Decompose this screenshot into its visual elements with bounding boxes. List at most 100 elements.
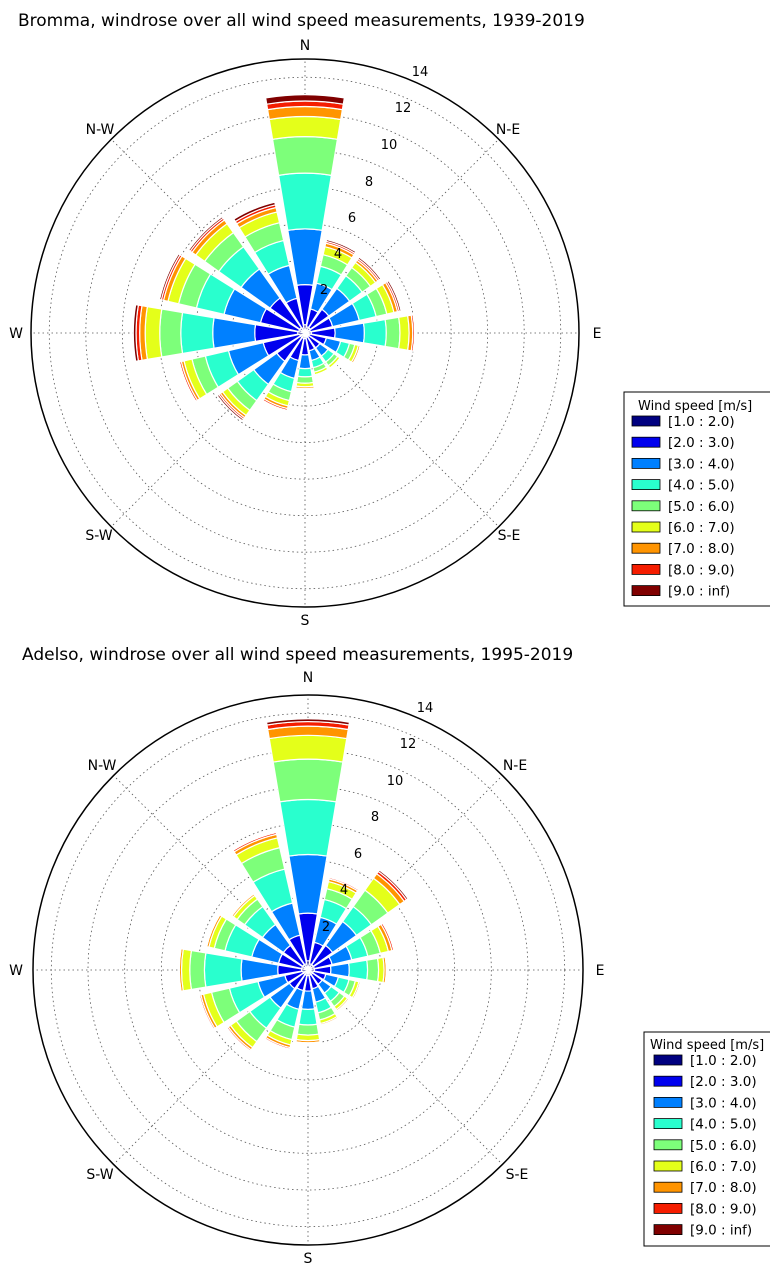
radial-tick-label: 2 (322, 920, 330, 935)
windrose-bar-segment (132, 303, 140, 363)
windrose-bar-segment (279, 798, 337, 857)
windrose-bar-segment (261, 399, 288, 413)
legend-entries: [1.0 : 2.0) [2.0 : 3.0) [3.0 : 4.0) [4.0 : … (631, 414, 735, 600)
legend-swatch (653, 1203, 683, 1214)
legend-label: [2.0 : 3.0) (668, 435, 735, 451)
direction-label-w: W (9, 326, 23, 342)
direction-label-s: S (304, 1251, 313, 1267)
windrose-bar-segment (325, 238, 357, 255)
radial-tick-label: 6 (348, 211, 356, 226)
windrose-bar-segment (334, 322, 365, 344)
windrose-bar-segment (198, 994, 215, 1031)
windrose-bar-segment (294, 388, 316, 391)
windrose-bar-segment (330, 358, 343, 371)
radial-tick-label: 14 (417, 701, 434, 716)
windrose-bar-segment (357, 256, 382, 281)
direction-label-w: W (9, 963, 23, 979)
windrose-bar-segment (377, 869, 409, 901)
polar-frame (30, 58, 580, 608)
windrose-bar-segment (336, 998, 351, 1013)
windrose-bar-segment (296, 375, 314, 384)
direction-label-e: E (593, 326, 602, 342)
windrose-bar-segment (412, 314, 417, 352)
legend-swatch (653, 1054, 683, 1066)
windrose-bar-segment (203, 952, 243, 988)
windrose-bar-segment (386, 279, 402, 312)
direction-label-nw: N-W (88, 758, 117, 774)
windrose-bar-segment (177, 947, 181, 993)
radial-tick-label: 2 (320, 283, 328, 298)
legend-label: [3.0 : 4.0) (668, 456, 735, 472)
windrose-bar-segment (187, 215, 224, 252)
radial-tick-label: 8 (371, 810, 379, 825)
radial-tick-label: 8 (365, 175, 373, 190)
legend-swatch (653, 1160, 683, 1172)
legend-swatch (653, 1075, 683, 1087)
legend-label: [5.0 : 6.0) (668, 499, 735, 515)
radial-tick-label: 4 (340, 883, 348, 898)
direction-label-ne: N-E (496, 122, 520, 138)
legend-swatch (631, 479, 661, 491)
polar-frame (32, 694, 584, 1246)
windrose-bar-segment (314, 370, 330, 378)
windrose-bar-segment (158, 253, 181, 301)
chart-title: Adelso, windrose over all wind speed mea… (22, 645, 573, 665)
grid-circle (85, 113, 525, 553)
windrose-bar-segment (268, 115, 342, 141)
windrose-bars (132, 94, 417, 422)
windrose-bar-segment (352, 345, 363, 365)
windrose-bar-segment (297, 367, 313, 378)
legend-label: [7.0 : 8.0) (668, 541, 735, 557)
windrose-bar-segment (384, 316, 401, 350)
legend-label: [3.0 : 4.0) (690, 1095, 757, 1111)
radial-tick-label: 6 (354, 847, 362, 862)
direction-label-se: S-E (498, 528, 521, 544)
legend-swatch (631, 585, 661, 596)
windrose-bar-segment (366, 957, 380, 983)
radial-tick-label: 10 (381, 138, 398, 153)
windrose-bar-segment (204, 913, 220, 948)
legend-swatch (631, 521, 661, 533)
windrose-bar-segment (189, 949, 207, 991)
legend-label: [7.0 : 8.0) (690, 1180, 757, 1196)
windrose-bar-segment (231, 831, 277, 852)
legend-swatch (631, 436, 661, 448)
windrose-bar-segment (329, 962, 350, 978)
windrose-bar-segment (385, 956, 389, 984)
legend-label: [4.0 : 5.0) (690, 1117, 757, 1133)
windrose-bar-segment (397, 315, 410, 351)
windrose-bar-segment (263, 1038, 291, 1051)
legend: Wind speed [m/s] [1.0 : 2.0)[2.0 : 3.0)[… (623, 391, 770, 607)
windrose-bar-segment (264, 94, 346, 105)
legend-label: [6.0 : 7.0) (690, 1159, 757, 1175)
legend-swatch (631, 542, 661, 554)
direction-label-sw: S-W (85, 528, 112, 544)
legend-swatch (631, 564, 661, 575)
legend-swatch (653, 1139, 683, 1151)
grid-circle (160, 822, 456, 1118)
direction-label-n: N (300, 38, 310, 54)
windrose-bar-segment (229, 891, 255, 917)
windrose-bar-segment (159, 308, 184, 358)
windrose-bar-segment (381, 921, 396, 951)
windrose-bar-segment (268, 734, 348, 763)
chart-bromma: Bromma, windrose over all wind speed mea… (9, 11, 770, 629)
chart-adelso: Adelso, windrose over all wind speed mea… (9, 645, 770, 1267)
windrose-bar-segment (265, 718, 351, 726)
windrose-bar-segment (353, 981, 363, 1000)
grid-circle (48, 76, 562, 590)
direction-label-n: N (303, 670, 313, 686)
windrose-bar-segment (177, 361, 197, 403)
legend: Wind speed [m/s] [1.0 : 2.0)[2.0 : 3.0)[… (643, 1031, 770, 1247)
windrose-bars (177, 718, 409, 1053)
radial-tick-label: 12 (395, 101, 412, 116)
legend-label: [1.0 : 2.0) (668, 414, 735, 430)
grid-circle (124, 786, 492, 1154)
legend-label: [9.0 : inf) (690, 1223, 752, 1239)
windrose-bar-segment (288, 853, 328, 915)
direction-label-nw: N-W (86, 122, 115, 138)
direction-label-se: S-E (506, 1167, 529, 1183)
legend-swatch (631, 457, 661, 469)
windrose-bar-segment (320, 1017, 340, 1027)
